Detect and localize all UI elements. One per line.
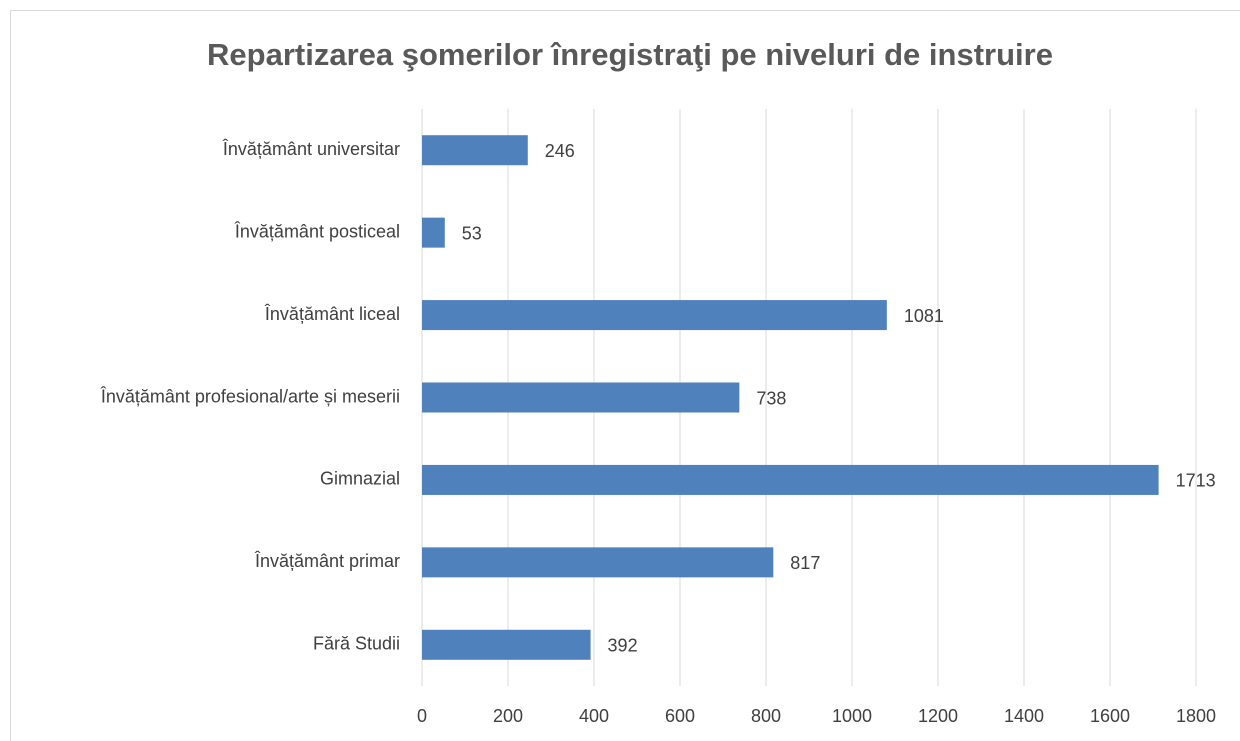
x-tick-label: 600: [665, 706, 695, 726]
data-label: 246: [545, 141, 575, 161]
y-tick-label: Învățământ liceal: [264, 304, 400, 324]
y-tick-label: Învățământ primar: [254, 551, 400, 571]
x-tick-label: 0: [417, 706, 427, 726]
data-label: 53: [462, 223, 482, 243]
y-tick-label: Gimnazial: [320, 469, 400, 489]
x-tick-label: 1800: [1176, 706, 1216, 726]
chart-frame: [10, 10, 1240, 741]
data-label: 1081: [904, 306, 944, 326]
data-label: 738: [756, 388, 786, 408]
y-tick-label: Învățământ posticeal: [234, 221, 400, 241]
data-label: 392: [608, 636, 638, 656]
y-tick-label: Învățământ universitar: [222, 139, 400, 159]
x-tick-label: 1400: [1004, 706, 1044, 726]
bar: [422, 300, 887, 331]
bar: [422, 464, 1159, 495]
bar: [422, 135, 528, 166]
y-tick-label: Fără Studii: [313, 634, 400, 654]
bar: [422, 217, 445, 248]
data-label: 817: [790, 553, 820, 573]
x-tick-label: 1600: [1090, 706, 1130, 726]
y-tick-label: Învățământ profesional/arte și meserii: [100, 386, 400, 406]
bar: [422, 629, 591, 660]
chart-title: Repartizarea şomerilor înregistraţi pe n…: [207, 37, 1053, 72]
bar: [422, 382, 740, 413]
x-tick-label: 1000: [832, 706, 872, 726]
x-tick-label: 1200: [918, 706, 958, 726]
bar: [422, 547, 774, 578]
x-tick-label: 200: [493, 706, 523, 726]
x-tick-label: 800: [751, 706, 781, 726]
data-label: 1713: [1176, 471, 1216, 491]
x-tick-label: 400: [579, 706, 609, 726]
